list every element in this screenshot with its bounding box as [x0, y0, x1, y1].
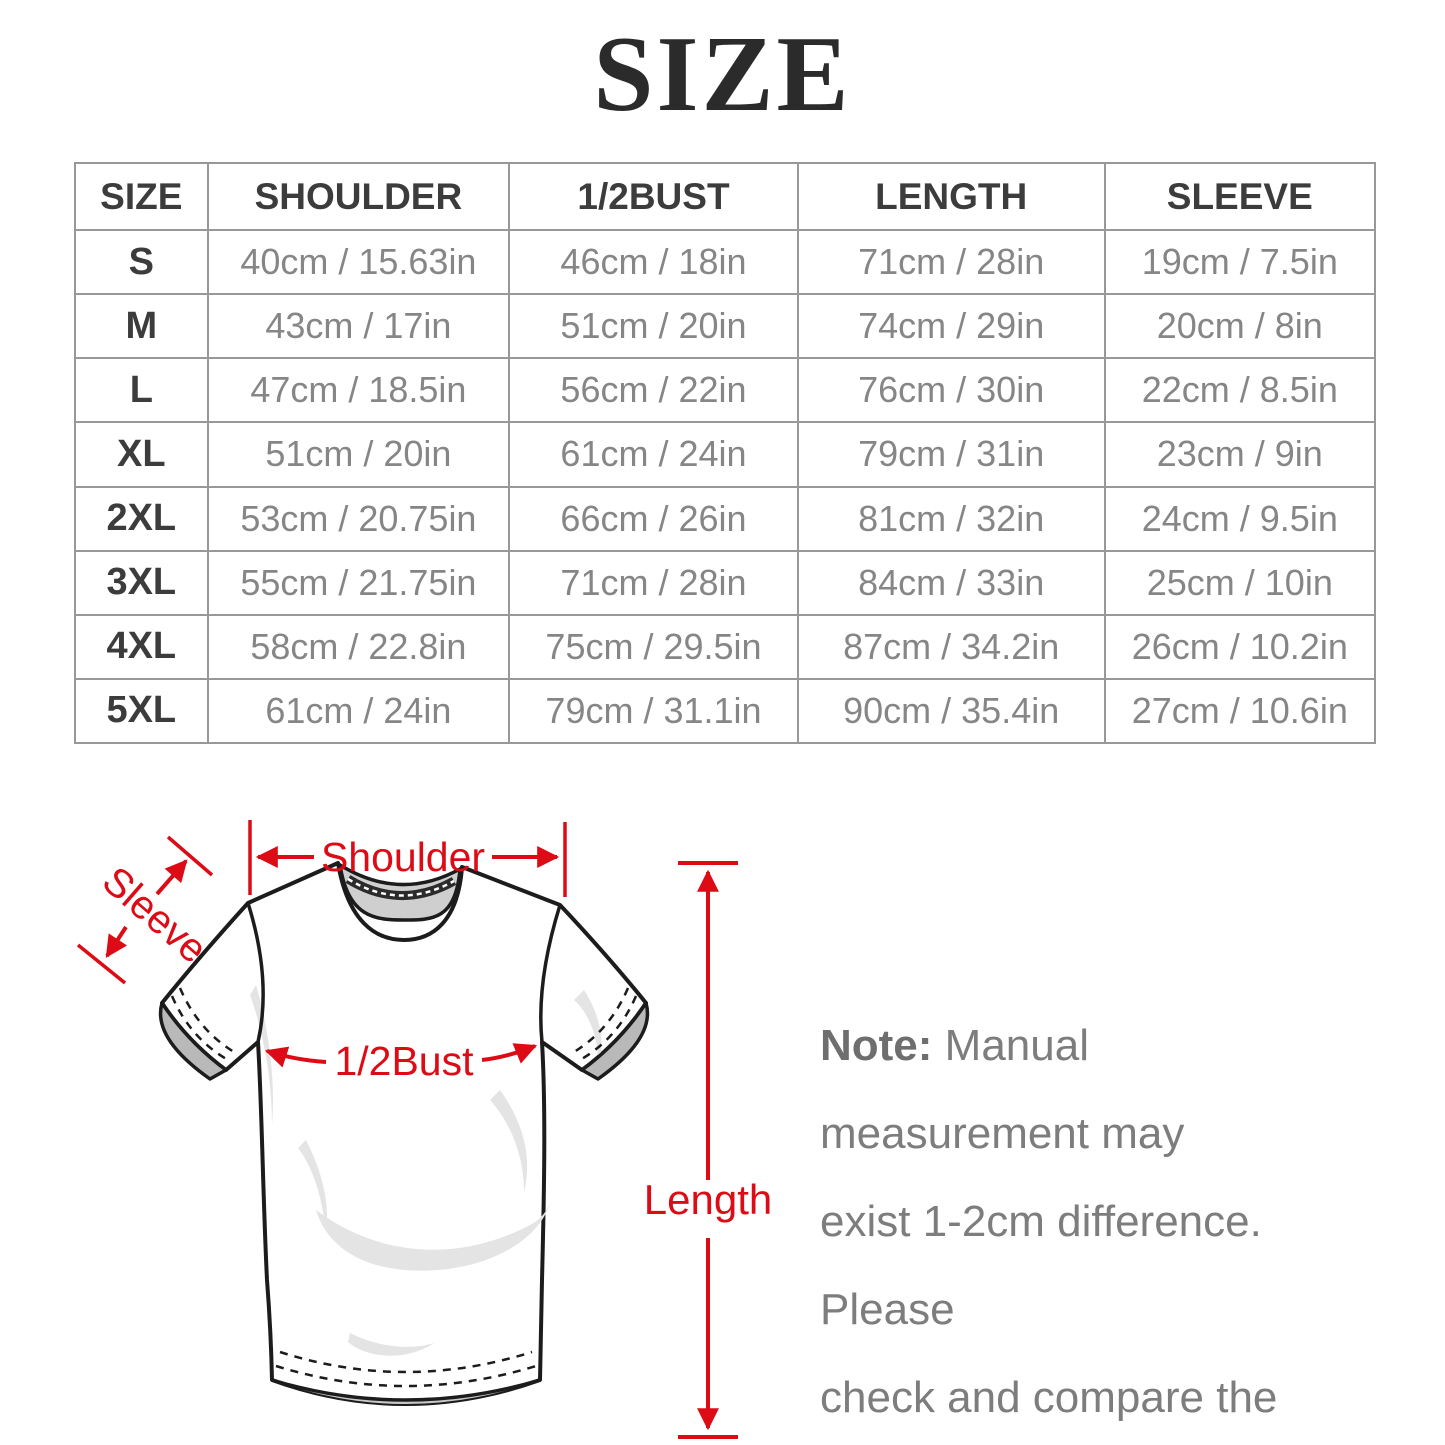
table-header-row: SIZE SHOULDER 1/2BUST LENGTH SLEEVE: [74, 162, 1377, 231]
cell-sleeve: 27cm / 10.6in: [1103, 677, 1377, 745]
left-cuff-stitch: [170, 995, 229, 1062]
left-cuff-cap: [158, 1001, 228, 1081]
cell-length: 81cm / 32in: [796, 485, 1106, 552]
cell-size: 4XL: [74, 613, 209, 680]
right-cuff-cap: [580, 1001, 650, 1081]
cell-sleeve: 23cm / 9in: [1103, 421, 1377, 488]
cell-length: 74cm / 29in: [796, 293, 1106, 360]
cell-shoulder: 43cm / 17in: [206, 293, 511, 360]
hem-stitch: [279, 1350, 533, 1374]
cell-sleeve: 24cm / 9.5in: [1103, 485, 1377, 552]
cell-bust: 46cm / 18in: [508, 228, 799, 296]
bust-label: 1/2Bust: [334, 1038, 474, 1084]
cell-bust: 79cm / 31.1in: [508, 677, 799, 745]
shoulder-seam-left: [246, 902, 265, 1043]
cell-bust: 66cm / 26in: [508, 485, 799, 552]
cell-size: S: [74, 228, 209, 296]
fabric-shading: [490, 1090, 528, 1192]
tshirt-body-outline: [160, 861, 648, 1406]
sleeve-arrow-down: [105, 925, 128, 958]
header-length: LENGTH: [796, 162, 1106, 231]
fabric-shading: [298, 1140, 328, 1232]
note-line2: exist 1-2cm difference. Please: [820, 1197, 1262, 1334]
fabric-shading: [316, 1204, 550, 1271]
shoulder-annotation: Shoulder: [248, 820, 567, 897]
header-sleeve: SLEEVE: [1103, 162, 1377, 231]
collar-stitch-dashes: [347, 877, 455, 897]
size-table-grid: SIZE SHOULDER 1/2BUST LENGTH SLEEVE S 40…: [74, 162, 1377, 745]
sleeve-arrow-up: [155, 859, 188, 896]
note-line1: Manual measurement may: [820, 1021, 1185, 1158]
cell-length: 76cm / 30in: [796, 357, 1106, 424]
cell-sleeve: 25cm / 10in: [1103, 549, 1377, 616]
table-row-5xl: 5XL 61cm / 24in 79cm / 31.1in 90cm / 35.…: [74, 677, 1377, 745]
left-cuff-stitch: [178, 987, 235, 1054]
cell-sleeve: 20cm / 8in: [1103, 293, 1377, 360]
cell-length: 90cm / 35.4in: [796, 677, 1106, 745]
header-size: SIZE: [74, 162, 209, 231]
cell-sleeve: 19cm / 7.5in: [1103, 228, 1377, 296]
cell-shoulder: 58cm / 22.8in: [206, 613, 511, 680]
bust-arrow-left: [264, 1046, 327, 1068]
cell-bust: 71cm / 28in: [508, 549, 799, 616]
fabric-shading: [348, 1333, 434, 1356]
sleeve-label: Sleeve: [94, 858, 215, 971]
cell-size: M: [74, 293, 209, 360]
shoulder-label: Shoulder: [321, 834, 485, 880]
hem-stitch: [275, 1364, 537, 1388]
cell-length: 84cm / 33in: [796, 549, 1106, 616]
hem-fold-shadow: [272, 1380, 540, 1404]
header-shoulder: SHOULDER: [206, 162, 511, 231]
header-bust: 1/2BUST: [508, 162, 799, 231]
right-cuff-stitch: [573, 987, 630, 1054]
tshirt-measurement-diagram: Shoulder Sleeve 1/2Bust Length: [60, 780, 800, 1445]
cell-length: 87cm / 34.2in: [796, 613, 1106, 680]
cell-shoulder: 53cm / 20.75in: [206, 485, 511, 552]
table-row-l: L 47cm / 18.5in 56cm / 22in 76cm / 30in …: [74, 357, 1377, 424]
sleeve-annotation: Sleeve: [76, 835, 215, 985]
cell-shoulder: 47cm / 18.5in: [206, 357, 511, 424]
right-cuff-stitch: [579, 995, 638, 1062]
hem-fold-line: [271, 1378, 541, 1402]
cell-bust: 51cm / 20in: [508, 293, 799, 360]
note-line: Note: Manual measurement may: [820, 1002, 1360, 1178]
note-prefix: Note:: [820, 1021, 933, 1070]
cell-size: L: [74, 357, 209, 424]
cell-bust: 61cm / 24in: [508, 421, 799, 488]
sleeve-tick-bottom: [76, 943, 127, 985]
note-text: Note: Manual measurement may exist 1-2cm…: [820, 1002, 1360, 1445]
cell-size: 3XL: [74, 549, 209, 616]
cell-size: 2XL: [74, 485, 209, 552]
length-label: Length: [644, 1176, 772, 1223]
cell-size: 5XL: [74, 677, 209, 745]
cell-size: XL: [74, 421, 209, 488]
table-row-4xl: 4XL 58cm / 22.8in 75cm / 29.5in 87cm / 3…: [74, 613, 1377, 680]
size-table: SIZE SHOULDER 1/2BUST LENGTH SLEEVE S 40…: [74, 162, 1377, 745]
cell-length: 79cm / 31in: [796, 421, 1106, 488]
cell-sleeve: 26cm / 10.2in: [1103, 613, 1377, 680]
sleeve-tick-top: [166, 835, 214, 877]
note-line3: check and compare the size: [820, 1373, 1278, 1422]
cell-shoulder: 55cm / 21.75in: [206, 549, 511, 616]
length-annotation: Length: [644, 861, 772, 1439]
table-row-xl: XL 51cm / 20in 61cm / 24in 79cm / 31in 2…: [74, 421, 1377, 488]
table-row-2xl: 2XL 53cm / 20.75in 66cm / 26in 81cm / 32…: [74, 485, 1377, 552]
table-row-3xl: 3XL 55cm / 21.75in 71cm / 28in 84cm / 33…: [74, 549, 1377, 616]
cell-bust: 75cm / 29.5in: [508, 613, 799, 680]
page-title: SIZE: [593, 15, 852, 134]
tshirt-graphic: [158, 861, 650, 1406]
shoulder-seam-right: [539, 904, 562, 1043]
cell-sleeve: 22cm / 8.5in: [1103, 357, 1377, 424]
cell-shoulder: 40cm / 15.63in: [206, 228, 511, 296]
bust-arrow-right: [481, 1043, 538, 1064]
cell-shoulder: 51cm / 20in: [206, 421, 511, 488]
bust-annotation: 1/2Bust: [264, 1038, 538, 1084]
cell-bust: 56cm / 22in: [508, 357, 799, 424]
cell-length: 71cm / 28in: [796, 228, 1106, 296]
table-row-s: S 40cm / 15.63in 46cm / 18in 71cm / 28in…: [74, 228, 1377, 296]
cell-shoulder: 61cm / 24in: [206, 677, 511, 745]
table-row-m: M 43cm / 17in 51cm / 20in 74cm / 29in 20…: [74, 293, 1377, 360]
